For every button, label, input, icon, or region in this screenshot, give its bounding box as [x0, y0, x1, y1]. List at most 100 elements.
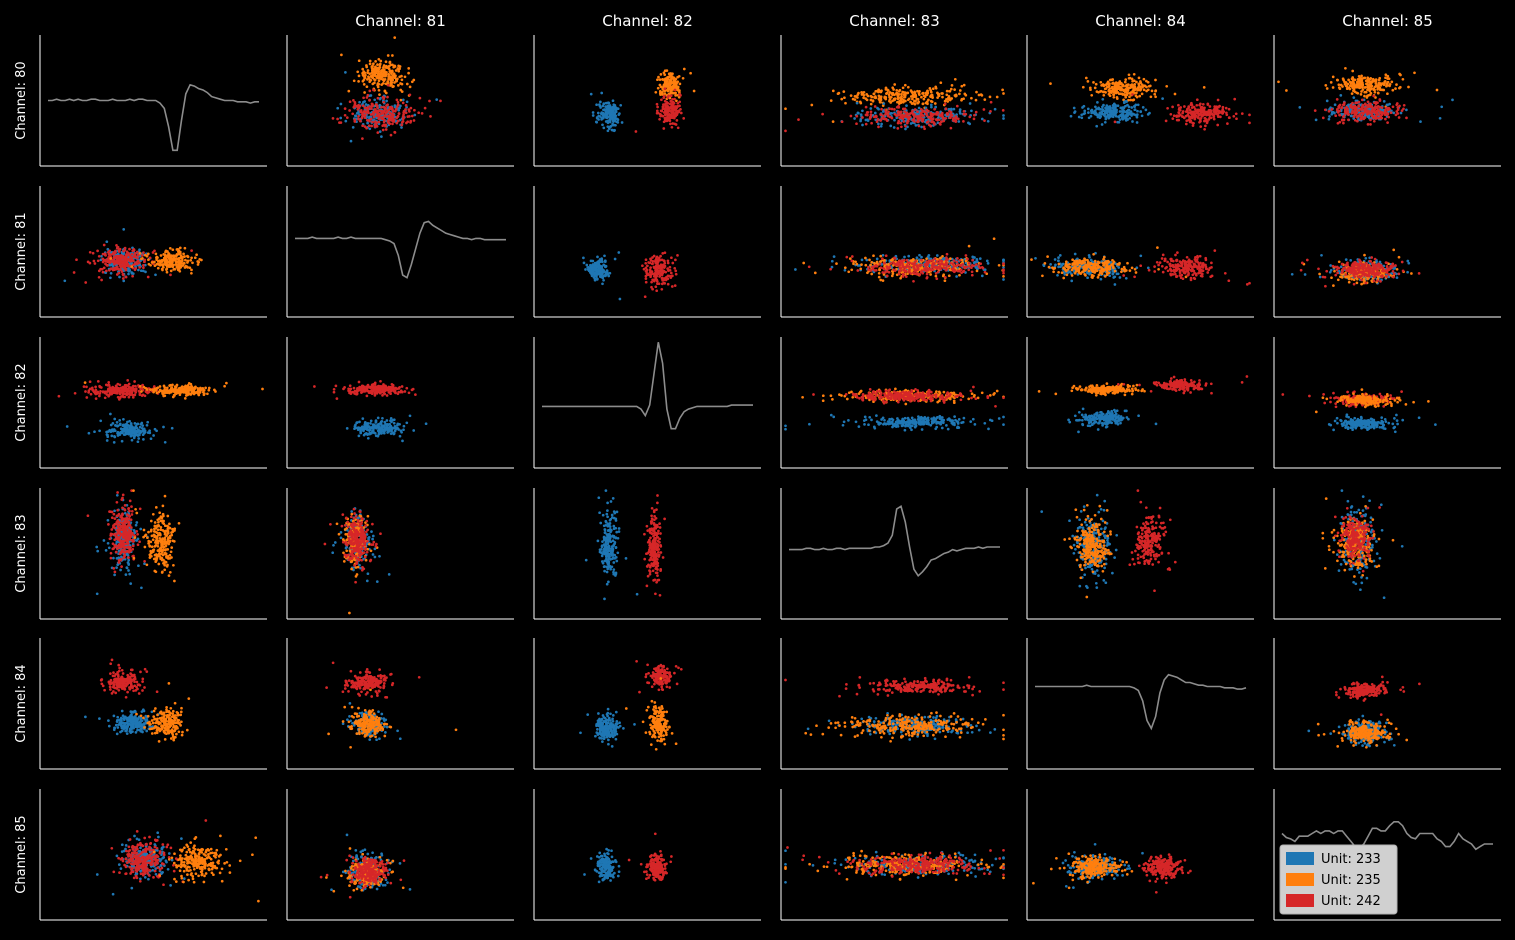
scatter-point	[600, 275, 604, 279]
scatter-point	[365, 85, 369, 89]
scatter-point	[1360, 108, 1364, 111]
scatter-point	[850, 259, 854, 263]
scatter-point	[886, 88, 889, 92]
scatter-point	[945, 93, 949, 97]
scatter-point	[1137, 84, 1141, 87]
scatter-point	[1372, 119, 1376, 123]
scatter-point	[873, 261, 876, 265]
scatter-point	[854, 260, 857, 264]
scatter-point	[885, 92, 888, 95]
scatter-point	[843, 266, 847, 270]
scatter-point	[656, 105, 659, 109]
scatter-point	[649, 266, 652, 269]
scatter-point	[952, 267, 955, 271]
scatter-point	[589, 264, 592, 267]
scatter-point	[400, 90, 404, 93]
scatter-point	[612, 113, 615, 117]
scatter-point	[850, 268, 854, 272]
scatter-point	[865, 111, 869, 114]
scatter-point	[1402, 107, 1405, 111]
scatter-point	[169, 256, 173, 260]
scatter-point	[670, 110, 674, 114]
scatter-point	[395, 98, 399, 102]
scatter-point	[603, 254, 606, 258]
scatter-point	[591, 111, 595, 114]
scatter-point	[365, 126, 368, 130]
scatter-point	[941, 92, 944, 95]
scatter-point	[382, 100, 386, 104]
scatter-point	[872, 254, 875, 258]
scatter-point	[1121, 92, 1124, 96]
scatter-point	[1360, 105, 1364, 109]
scatter-point	[852, 262, 855, 266]
scatter-point	[178, 246, 182, 250]
scatter-point	[1002, 114, 1005, 117]
scatter-point	[160, 267, 164, 271]
scatter-point	[377, 88, 381, 92]
scatter-point	[955, 275, 958, 278]
scatter-point	[1277, 80, 1280, 84]
scatter-point	[669, 91, 673, 94]
scatter-point	[1087, 111, 1090, 114]
scatter-point	[971, 258, 974, 262]
scatter-point	[109, 257, 113, 260]
scatter-point	[900, 95, 903, 98]
scatter-point	[1115, 96, 1119, 99]
scatter-point	[396, 119, 400, 123]
scatter-point	[1096, 101, 1099, 104]
scatter-point	[391, 54, 394, 57]
scatter-point	[359, 119, 362, 123]
scatter-point	[153, 260, 156, 264]
scatter-point	[840, 120, 844, 124]
scatter-point	[597, 118, 600, 121]
scatter-point	[1111, 78, 1115, 81]
scatter-point	[1207, 113, 1210, 116]
scatter-point	[865, 93, 869, 96]
scatter-point	[1177, 112, 1181, 115]
scatter-point	[1347, 118, 1350, 122]
scatter-point	[895, 89, 899, 92]
scatter-point	[1116, 120, 1119, 124]
scatter-point	[1129, 98, 1133, 102]
scatter-point	[859, 119, 862, 123]
scatter-point	[1130, 77, 1134, 81]
scatter-point	[913, 261, 917, 265]
scatter-point	[931, 259, 934, 262]
scatter-point	[176, 268, 180, 272]
scatter-point	[934, 118, 938, 121]
scatter-point	[166, 263, 170, 267]
scatter-point	[1077, 115, 1081, 119]
scatter-point	[1363, 86, 1367, 89]
scatter-point	[672, 77, 675, 81]
scatter-point	[992, 237, 996, 241]
scatter-point	[1360, 74, 1363, 78]
scatter-point	[673, 82, 677, 85]
scatter-point	[147, 258, 150, 262]
scatter-point	[146, 252, 150, 256]
scatter-point	[892, 88, 895, 91]
scatter-point	[1399, 111, 1403, 115]
scatter-point	[884, 254, 888, 258]
scatter-point	[367, 75, 370, 79]
scatter-point	[666, 106, 670, 110]
scatter-point	[612, 103, 616, 107]
scatter-point	[349, 139, 353, 143]
scatter-point	[920, 95, 923, 99]
scatter-point	[613, 257, 617, 261]
scatter-point	[399, 82, 402, 85]
scatter-point	[1339, 83, 1343, 87]
scatter-point	[980, 274, 984, 278]
scatter-point	[941, 95, 944, 99]
scatter-point	[618, 112, 621, 115]
scatter-point	[1195, 103, 1199, 107]
scatter-point	[605, 112, 609, 116]
scatter-point	[373, 98, 377, 102]
scatter-point	[357, 74, 361, 78]
scatter-point	[634, 130, 638, 133]
scatter-point	[1330, 108, 1334, 111]
scatter-point	[663, 107, 667, 111]
scatter-point	[1171, 105, 1174, 109]
scatter-point	[183, 246, 187, 250]
scatter-point	[620, 121, 624, 124]
scatter-point	[182, 255, 186, 259]
